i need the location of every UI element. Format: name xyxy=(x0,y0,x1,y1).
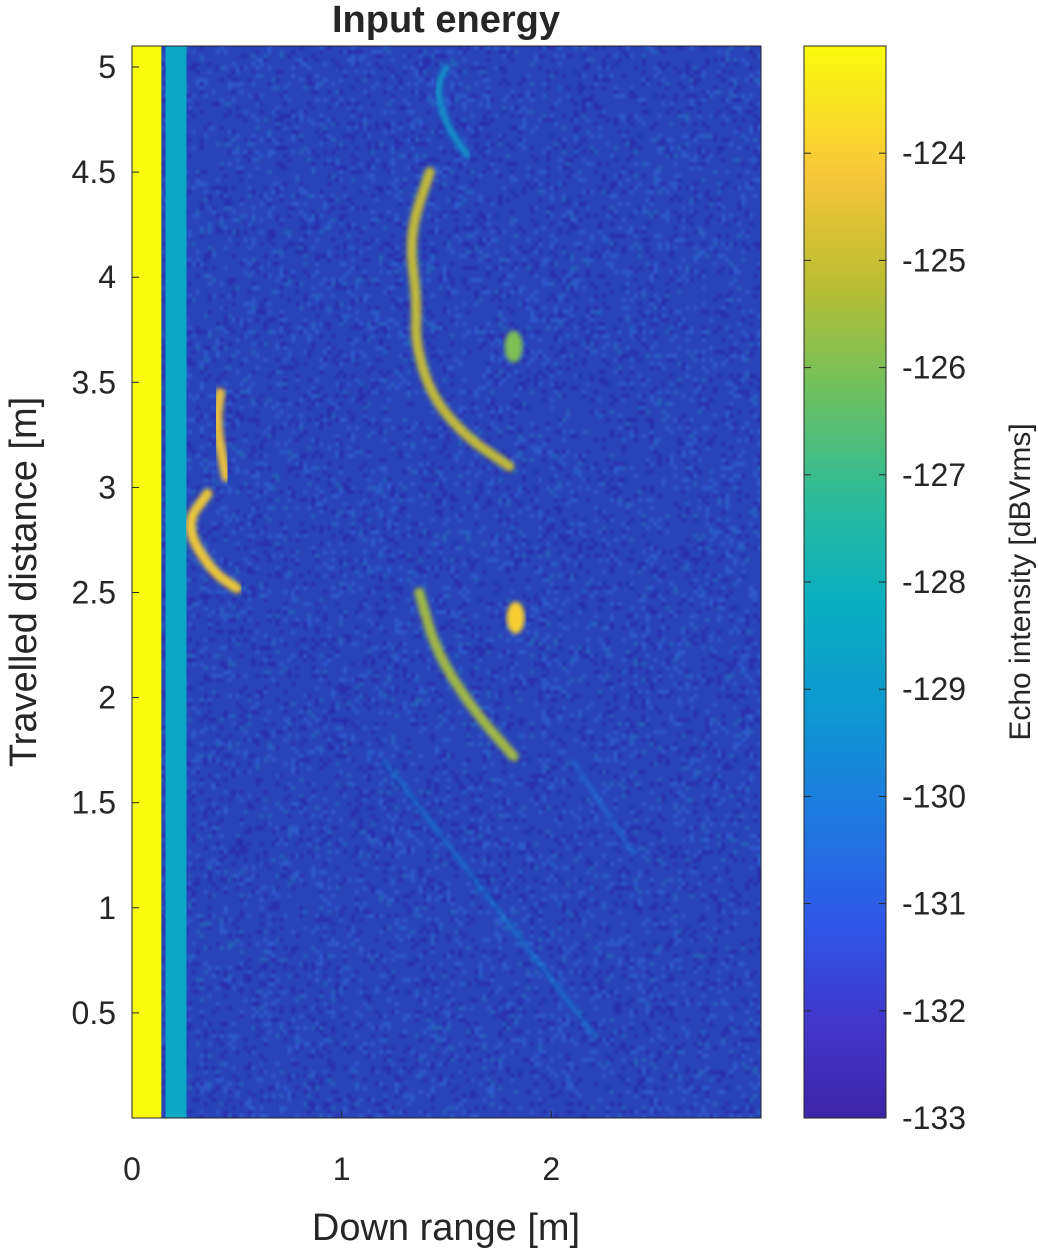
feature-diagonal-streak-2 xyxy=(570,759,637,857)
colorbar-tick-label: -126 xyxy=(902,350,966,386)
y-tick-label: 1.5 xyxy=(72,785,116,821)
colorbar-tick-label: -125 xyxy=(902,242,966,278)
feature-echo-D xyxy=(414,587,519,762)
y-tick-label: 5 xyxy=(98,49,116,85)
feature-diagonal-streak-1 xyxy=(382,759,595,1036)
x-tick-label: 2 xyxy=(542,1151,560,1187)
feature-echo-A xyxy=(212,387,232,482)
colorbar-tick-label: -127 xyxy=(902,457,966,493)
heatmap-plot xyxy=(131,45,762,1119)
feature-secondary-band xyxy=(165,46,187,1118)
x-tick-label: 0 xyxy=(123,1151,141,1187)
colorbar-tick-label: -124 xyxy=(902,135,966,171)
y-tick-label: 2 xyxy=(98,680,116,716)
x-axis: 0 1 2 xyxy=(123,1111,560,1187)
speckle-noise xyxy=(132,46,761,1118)
feature-direct-path-band xyxy=(132,46,162,1118)
colorbar-ticks: -124 -125 -126 -127 -128 -129 -130 -131 -132 -133 xyxy=(804,135,966,1136)
x-tick-label: 1 xyxy=(333,1151,351,1187)
y-tick-label: 0.5 xyxy=(72,995,116,1031)
colorbar: -124 -125 -126 -127 -128 -129 -130 -131 -132 -133 xyxy=(803,45,966,1136)
y-tick-label: 3.5 xyxy=(72,364,116,400)
y-axis: 0.5 1 1.5 2 2.5 3 3.5 4 4.5 5 xyxy=(72,49,139,1031)
plot-frame xyxy=(131,45,762,1119)
feature-echo-F xyxy=(504,330,523,363)
colorbar-tick-label: -129 xyxy=(902,671,966,707)
feature-echo-E xyxy=(506,601,525,634)
colorbar-tick-label: -131 xyxy=(902,886,966,922)
y-tick-label: 4.5 xyxy=(72,154,116,190)
colorbar-label: Echo intensity [dBVrms] xyxy=(1004,423,1037,740)
echo-features xyxy=(132,46,637,1118)
colorbar-tick-label: -130 xyxy=(902,778,966,814)
feature-echo-C-upper xyxy=(435,64,471,159)
x-axis-label: Down range [m] xyxy=(312,1207,580,1249)
y-tick-label: 1 xyxy=(98,890,116,926)
y-axis-label: Travelled distance [m] xyxy=(3,397,45,767)
chart-title: Input energy xyxy=(332,0,560,41)
colorbar-tick-label: -132 xyxy=(902,993,966,1029)
colorbar-gradient xyxy=(804,46,886,1118)
y-tick-label: 2.5 xyxy=(72,575,116,611)
feature-echo-B xyxy=(185,488,242,594)
feature-echo-C xyxy=(406,167,515,472)
colorbar-tick-label: -133 xyxy=(902,1100,966,1136)
colorbar-tick-label: -128 xyxy=(902,564,966,600)
y-tick-label: 4 xyxy=(98,259,116,295)
y-tick-label: 3 xyxy=(98,469,116,505)
